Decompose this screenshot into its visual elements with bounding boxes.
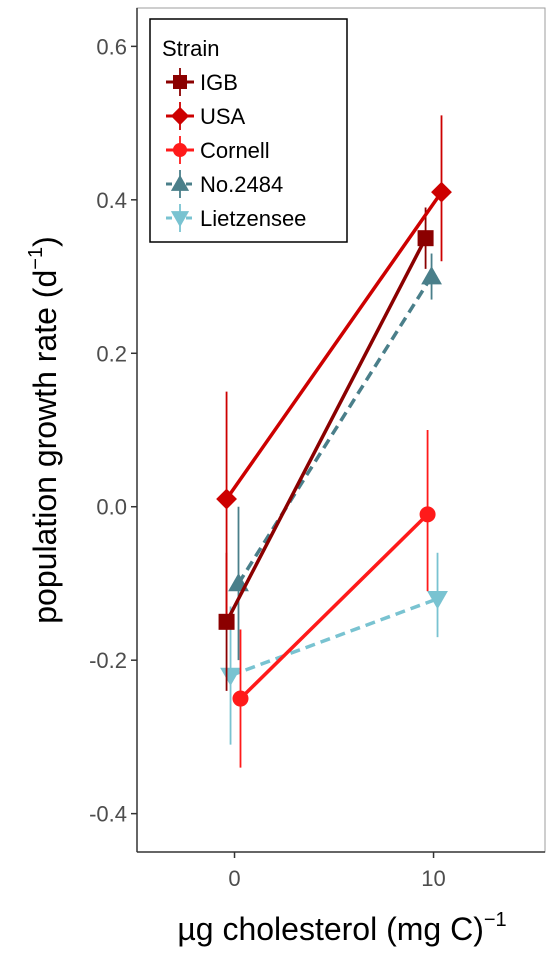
data-point (232, 690, 249, 707)
data-point (419, 506, 436, 523)
legend-key-marker (173, 75, 187, 89)
data-point (417, 230, 434, 247)
series-layer (216, 115, 452, 768)
x-axis-ticks: 0 10 (228, 852, 446, 891)
y-tick-label: 0.6 (96, 34, 127, 59)
legend-label: No.2484 (200, 172, 283, 197)
data-point (218, 613, 235, 630)
legend-label: USA (200, 104, 246, 129)
data-point (216, 488, 237, 510)
legend: Strain IGB USA Cornell No.2484 Lietzensee (149, 18, 348, 243)
y-tick-label: -0.2 (89, 648, 127, 673)
y-tick-label: -0.4 (89, 802, 127, 827)
legend-items: IGB USA Cornell No.2484 Lietzensee (166, 68, 306, 232)
data-point (421, 266, 442, 285)
legend-label: Cornell (200, 138, 270, 163)
x-axis-title: µg cholesterol (mg C)−1 (177, 909, 506, 947)
data-point (220, 667, 241, 686)
x-tick-label: 10 (421, 866, 445, 891)
series-line (239, 513, 429, 700)
data-point (427, 591, 448, 610)
y-axis-title: population growth rate (d−1) (25, 236, 63, 623)
y-axis-ticks: 0.6 0.4 0.2 0.0 -0.2 -0.4 (89, 34, 137, 827)
series-line (237, 275, 434, 585)
y-tick-label: 0.0 (96, 495, 127, 520)
x-tick-label: 0 (228, 866, 240, 891)
legend-label: Lietzensee (200, 206, 306, 231)
y-tick-label: 0.4 (96, 188, 127, 213)
legend-box (149, 18, 348, 243)
data-point (431, 181, 452, 203)
legend-key-marker (170, 211, 190, 228)
series-line (225, 191, 443, 501)
legend-key-marker (170, 174, 190, 191)
series-line (225, 237, 428, 623)
legend-title: Strain (162, 36, 219, 61)
legend-key-marker (170, 106, 190, 126)
series-line (229, 597, 439, 678)
legend-label: IGB (200, 70, 238, 95)
legend-key-marker (173, 143, 187, 157)
y-tick-label: 0.2 (96, 341, 127, 366)
